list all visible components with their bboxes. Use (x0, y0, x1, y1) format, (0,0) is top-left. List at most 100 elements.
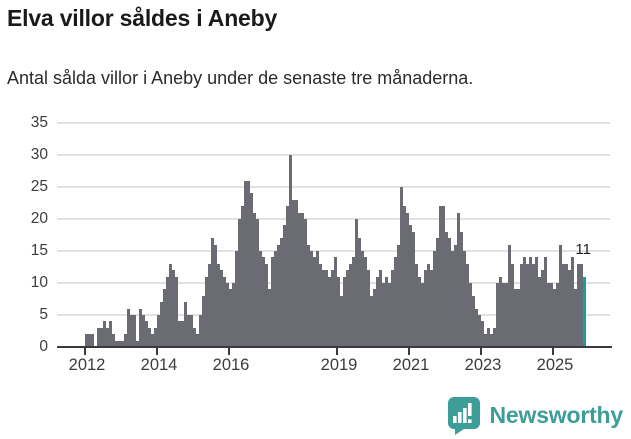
bar (391, 270, 394, 346)
y-axis-label: 20 (30, 210, 48, 227)
bar (241, 206, 244, 346)
bar (463, 251, 466, 346)
bar (232, 283, 235, 346)
bar (433, 251, 436, 346)
bar (217, 263, 220, 346)
bar (130, 315, 133, 346)
bar (508, 244, 511, 346)
bar (523, 257, 526, 346)
bar (478, 315, 481, 346)
bar (466, 263, 469, 346)
bar (322, 270, 325, 346)
bar (346, 270, 349, 346)
bar (274, 251, 277, 346)
newsworthy-logo[interactable]: Newsworthy (445, 395, 623, 435)
bar (529, 257, 532, 346)
x-axis-label: 2023 (464, 356, 502, 374)
x-axis-label: 2016 (212, 356, 250, 374)
bar (148, 327, 151, 346)
bar (106, 327, 109, 346)
bar (151, 334, 154, 346)
bar (385, 276, 388, 346)
x-axis-label: 2012 (68, 356, 106, 374)
bar (250, 193, 253, 346)
bar (91, 334, 94, 346)
bar (409, 225, 412, 346)
bar (517, 289, 520, 346)
bar (265, 263, 268, 346)
bar (307, 244, 310, 346)
bar (373, 289, 376, 346)
bar (286, 206, 289, 346)
bar (349, 263, 352, 346)
bar (142, 315, 145, 346)
bar (277, 244, 280, 346)
bar (514, 289, 517, 346)
bar (310, 251, 313, 346)
bar (262, 257, 265, 346)
bar (544, 257, 547, 346)
bar (577, 263, 580, 346)
bar (511, 263, 514, 346)
bar (382, 283, 385, 346)
bar (256, 219, 259, 346)
y-axis-label: 35 (30, 114, 48, 131)
newsworthy-logo-icon (445, 395, 481, 435)
bar (388, 283, 391, 346)
bar (121, 340, 124, 346)
bar (247, 180, 250, 346)
bar (172, 270, 175, 346)
y-axis-label: 30 (30, 146, 48, 163)
bar (460, 231, 463, 346)
bar (316, 251, 319, 346)
x-axis-tick (84, 348, 86, 355)
x-axis-label: 2025 (536, 356, 574, 374)
bar (301, 212, 304, 346)
bar (499, 276, 502, 346)
bar (421, 283, 424, 346)
bar (181, 321, 184, 346)
y-axis-label: 0 (39, 338, 48, 355)
bar (556, 283, 559, 346)
bar (565, 263, 568, 346)
bar (259, 251, 262, 346)
bar (145, 321, 148, 346)
bar (454, 244, 457, 346)
bar (538, 276, 541, 346)
bar (361, 251, 364, 346)
bar (175, 276, 178, 346)
bar (364, 257, 367, 346)
bar (496, 283, 499, 346)
y-axis-label: 5 (39, 306, 48, 323)
bar (493, 327, 496, 346)
x-axis-label: 2021 (392, 356, 430, 374)
bar (568, 270, 571, 346)
x-axis-tick (408, 348, 410, 355)
x-axis-tick (228, 348, 230, 355)
bar (235, 251, 238, 346)
bar (547, 283, 550, 346)
x-axis-tick (480, 348, 482, 355)
bar (502, 283, 505, 346)
bar (238, 219, 241, 346)
bar (211, 238, 214, 346)
bar (469, 283, 472, 346)
bar (403, 206, 406, 346)
x-axis-label: 2019 (320, 356, 358, 374)
bar (562, 263, 565, 346)
bar (313, 257, 316, 346)
bar (553, 289, 556, 346)
bar (283, 225, 286, 346)
bar (97, 327, 100, 346)
bar (457, 212, 460, 346)
bar (481, 321, 484, 346)
bar (580, 263, 583, 346)
bar (451, 251, 454, 346)
page-title: Elva villor såldes i Aneby (7, 5, 278, 31)
bar (202, 295, 205, 346)
bar (88, 334, 91, 346)
bar (427, 263, 430, 346)
bar (319, 263, 322, 346)
bar (397, 244, 400, 346)
